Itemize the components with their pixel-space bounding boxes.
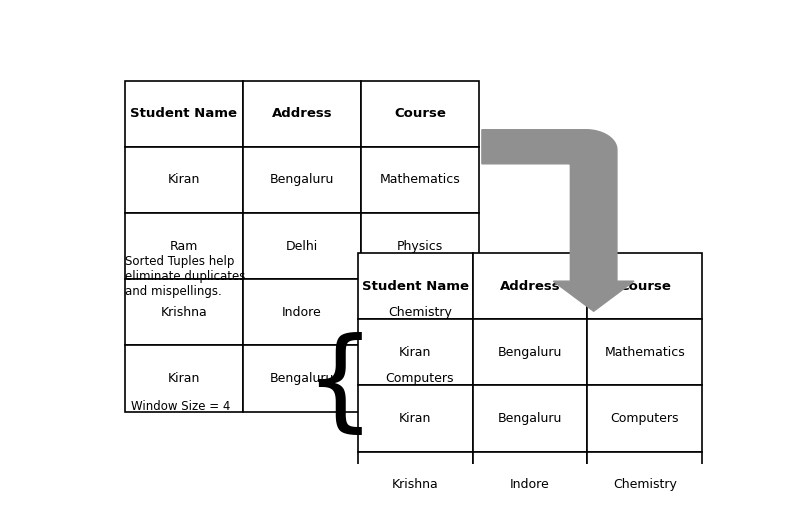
Bar (243, 147, 360, 213)
Bar (473, 386, 587, 452)
Text: Mathematics: Mathematics (605, 346, 685, 359)
Bar (473, 452, 587, 518)
Text: Chemistry: Chemistry (388, 306, 452, 319)
Bar (473, 319, 587, 386)
Bar (587, 319, 702, 386)
Text: {: { (304, 332, 375, 439)
Text: Student Name: Student Name (131, 107, 237, 120)
Text: Indore: Indore (282, 306, 322, 319)
Bar (360, 147, 479, 213)
Text: Mathematics: Mathematics (380, 173, 461, 187)
Text: Kiran: Kiran (167, 173, 200, 187)
Text: Sorted Tuples help
eliminate duplicates
and mispellings.: Sorted Tuples help eliminate duplicates … (125, 255, 245, 298)
Bar (360, 81, 479, 147)
Text: Krishna: Krishna (392, 478, 438, 491)
Text: Kiran: Kiran (167, 372, 200, 385)
Text: Bengaluru: Bengaluru (270, 372, 334, 385)
Text: Delhi: Delhi (286, 240, 318, 253)
Bar (587, 253, 702, 319)
Text: Student Name: Student Name (362, 280, 469, 293)
Bar (243, 345, 360, 412)
Polygon shape (482, 130, 634, 311)
Text: Course: Course (619, 280, 670, 293)
Bar (125, 147, 243, 213)
Text: Ram: Ram (170, 240, 198, 253)
Text: Address: Address (272, 107, 332, 120)
Bar (358, 319, 473, 386)
Bar (125, 345, 243, 412)
Text: Indore: Indore (510, 478, 550, 491)
Text: Computers: Computers (610, 412, 679, 425)
Text: Course: Course (394, 107, 446, 120)
Text: Bengaluru: Bengaluru (498, 412, 562, 425)
Bar (358, 386, 473, 452)
Text: Bengaluru: Bengaluru (270, 173, 334, 187)
Text: Chemistry: Chemistry (613, 478, 677, 491)
Text: Kiran: Kiran (399, 346, 432, 359)
Bar (360, 345, 479, 412)
Bar (358, 518, 473, 521)
Bar (243, 279, 360, 345)
Bar (587, 518, 702, 521)
Bar (125, 279, 243, 345)
Text: Bengaluru: Bengaluru (498, 346, 562, 359)
Text: Krishna: Krishna (160, 306, 207, 319)
Text: Address: Address (500, 280, 561, 293)
Bar (587, 386, 702, 452)
Bar (125, 213, 243, 279)
Bar (587, 452, 702, 518)
Bar (360, 279, 479, 345)
Bar (358, 253, 473, 319)
Text: Computers: Computers (385, 372, 454, 385)
Bar (243, 213, 360, 279)
Text: Physics: Physics (396, 240, 443, 253)
Bar (473, 518, 587, 521)
Text: Window Size = 4: Window Size = 4 (131, 400, 231, 413)
Bar (360, 213, 479, 279)
Bar (125, 81, 243, 147)
Bar (358, 452, 473, 518)
Bar (473, 253, 587, 319)
Bar (243, 81, 360, 147)
Text: Kiran: Kiran (399, 412, 432, 425)
